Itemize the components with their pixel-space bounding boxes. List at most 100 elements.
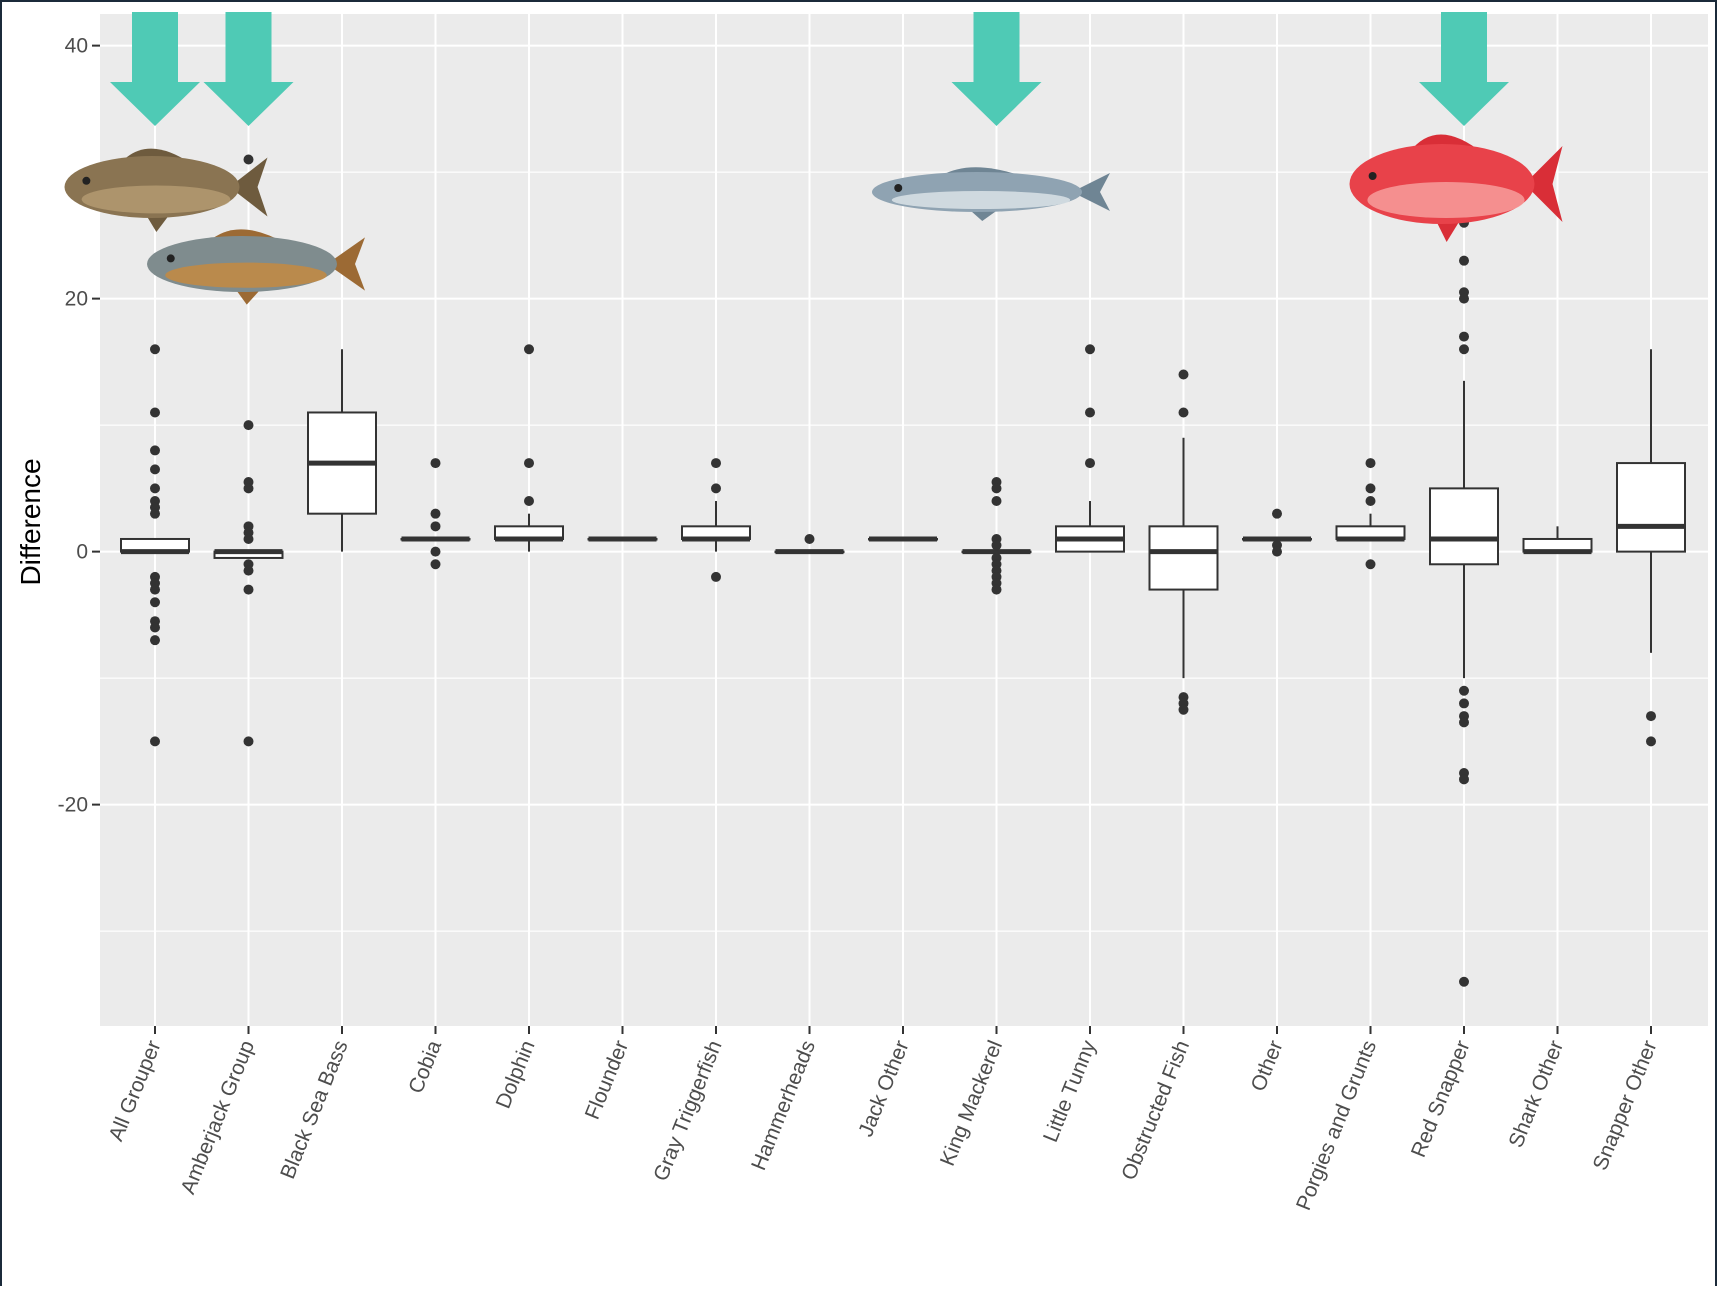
- outlier-point: [243, 420, 254, 431]
- y-axis-title: Difference: [15, 458, 46, 585]
- x-tick-label: Red Snapper: [1407, 1037, 1475, 1160]
- box: [1429, 487, 1499, 566]
- y-tick-label: 20: [65, 288, 88, 311]
- outlier-point: [150, 407, 160, 418]
- outlier-point: [1459, 774, 1469, 785]
- down-arrow-icon: [110, 12, 200, 126]
- outlier-point: [1459, 255, 1469, 266]
- x-tick-label: Jack Other: [854, 1037, 913, 1140]
- outlier-point: [150, 464, 160, 475]
- outlier-point: [711, 458, 721, 469]
- x-tick-label: Dolphin: [492, 1037, 540, 1112]
- outlier-point: [150, 597, 160, 608]
- outlier-point: [1178, 704, 1189, 715]
- outlier-point: [243, 736, 254, 747]
- boxplot-porgies-and-grunts: [1335, 458, 1406, 570]
- outlier-point: [1365, 559, 1376, 570]
- amberjack-illustration: [147, 229, 365, 305]
- boxplot-black-sea-bass: [307, 349, 377, 552]
- y-axis: 40 20 0 -20: [58, 35, 100, 817]
- boxplot-snapper-other: [1616, 349, 1686, 747]
- red-snapper-illustration: [1349, 134, 1563, 242]
- x-tick-label: Hammerheads: [747, 1037, 820, 1173]
- outlier-point: [1085, 407, 1095, 418]
- outlier-point: [1365, 458, 1376, 469]
- outlier-point: [150, 508, 160, 519]
- outlier-point: [243, 483, 254, 494]
- outlier-point: [150, 344, 160, 355]
- boxplot-hammerheads: [774, 533, 845, 555]
- outlier-point: [430, 546, 441, 557]
- down-arrow-icon: [1419, 12, 1509, 126]
- boxplot-cobia: [400, 458, 471, 570]
- outlier-point: [1085, 344, 1095, 355]
- outlier-point: [1459, 976, 1469, 987]
- outlier-point: [1272, 546, 1282, 557]
- outlier-point: [991, 540, 1002, 551]
- boxplot-flounder: [587, 536, 658, 542]
- outlier-point: [711, 571, 721, 582]
- outlier-point: [1459, 344, 1469, 355]
- outlier-point: [430, 508, 441, 519]
- outlier-point: [150, 584, 160, 595]
- boxplot-dolphin: [494, 344, 564, 552]
- boxes-layer: [120, 154, 1686, 987]
- outlier-point: [1085, 458, 1095, 469]
- outlier-point: [524, 458, 534, 469]
- box: [1616, 462, 1686, 553]
- x-tick-label: Obstructed Fish: [1117, 1037, 1194, 1183]
- outlier-point: [1646, 711, 1656, 722]
- boxplot-gray-triggerfish: [681, 458, 751, 582]
- outlier-point: [243, 533, 254, 544]
- boxplot-obstructed-fish: [1148, 369, 1219, 715]
- outlier-point: [430, 521, 441, 532]
- x-tick-label: Flounder: [581, 1037, 633, 1122]
- boxplot-other: [1242, 508, 1312, 557]
- outlier-point: [1459, 698, 1469, 709]
- x-tick-label: King Mackerel: [936, 1037, 1007, 1169]
- x-tick-label: Amberjack Group: [177, 1037, 260, 1197]
- outlier-point: [243, 584, 254, 595]
- outlier-point: [1365, 496, 1376, 507]
- outlier-point: [150, 736, 160, 747]
- outlier-point: [1365, 483, 1376, 494]
- boxplot-all-grouper: [120, 344, 190, 747]
- down-arrow-icon: [203, 12, 294, 126]
- y-tick-label: 40: [65, 35, 88, 58]
- x-tick-label: All Grouper: [105, 1037, 166, 1144]
- x-tick-label: Black Sea Bass: [276, 1037, 352, 1182]
- outlier-point: [1178, 407, 1189, 418]
- boxplot-little-tunny: [1055, 344, 1125, 553]
- x-tick-label: Gray Triggerfish: [649, 1037, 726, 1184]
- down-arrow-icon: [951, 12, 1042, 126]
- outlier-point: [524, 344, 534, 355]
- box: [1148, 525, 1219, 591]
- outlier-point: [150, 635, 160, 646]
- boxplot-jack-other: [868, 536, 938, 542]
- boxplot-shark-other: [1522, 526, 1593, 555]
- outlier-point: [991, 483, 1002, 494]
- boxplot-red-snapper: [1429, 217, 1499, 987]
- outlier-point: [1272, 508, 1282, 519]
- outlier-point: [150, 622, 160, 633]
- boxplot-king-mackerel: [961, 477, 1032, 595]
- y-tick-label: -20: [58, 794, 88, 817]
- boxplot-amberjack-group: [213, 154, 284, 747]
- king-mackerel-illustration: [872, 167, 1110, 221]
- x-tick-label: Porgies and Grunts: [1292, 1037, 1381, 1213]
- outlier-point: [150, 445, 160, 456]
- outlier-point: [711, 483, 721, 494]
- outlier-point: [1646, 736, 1656, 747]
- outlier-point: [1459, 293, 1469, 304]
- y-tick-label: 0: [76, 541, 88, 564]
- x-tick-label: Little Tunny: [1039, 1037, 1101, 1146]
- outlier-point: [1459, 717, 1469, 728]
- fish-annotations: [64, 12, 1563, 305]
- outlier-point: [804, 533, 815, 544]
- outlier-point: [243, 565, 254, 576]
- outlier-point: [991, 496, 1002, 507]
- outlier-point: [1459, 685, 1469, 696]
- grouper-illustration: [64, 148, 268, 232]
